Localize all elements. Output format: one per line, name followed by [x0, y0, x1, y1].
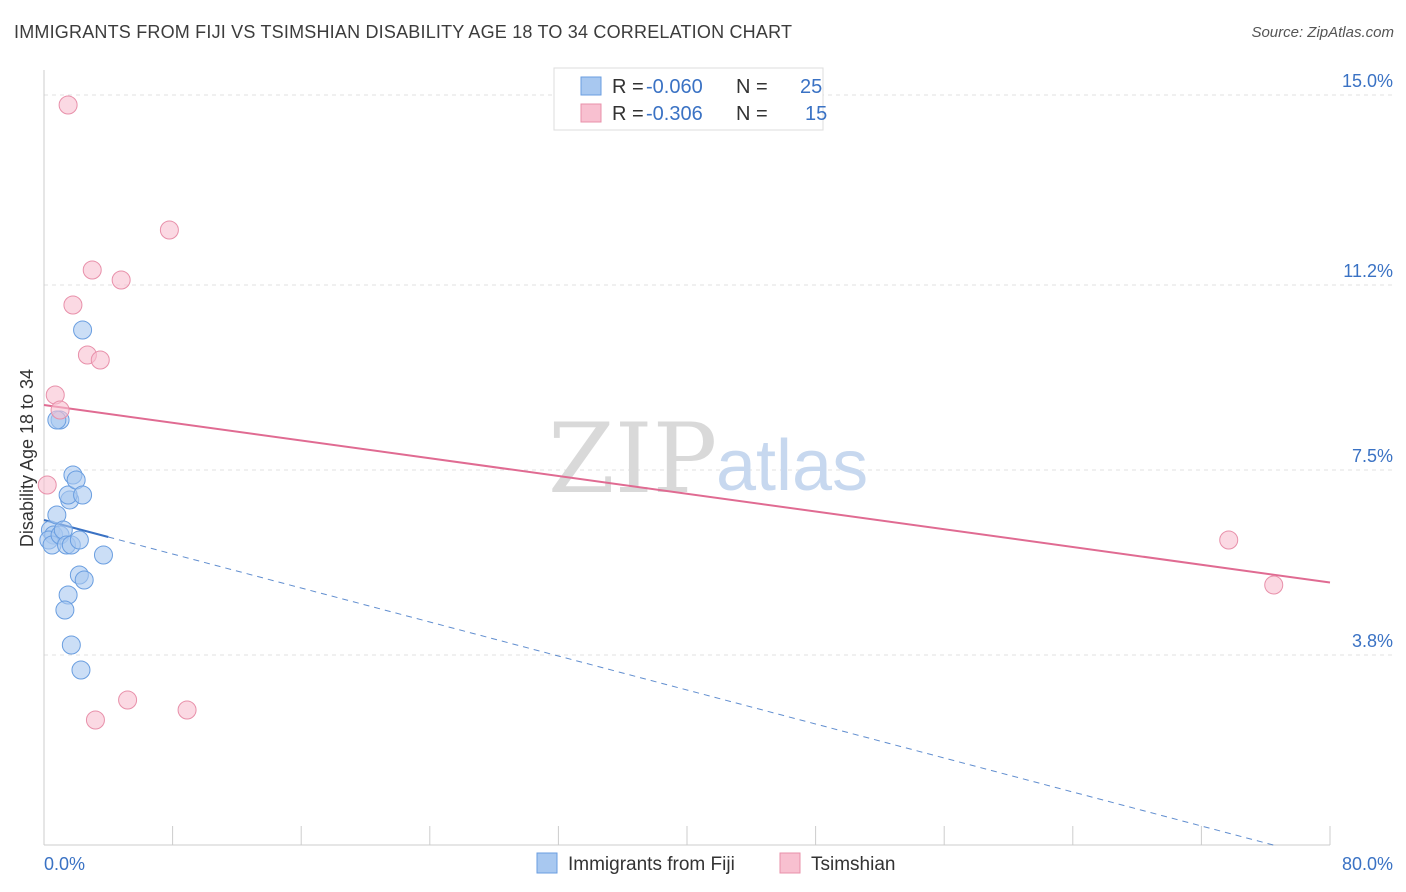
data-point-tsimshian [85, 710, 105, 730]
legend-n-value-fiji: 25 [800, 76, 822, 98]
legend-swatch-tsimshian [580, 103, 602, 123]
x-tick-labels: 0.0% 80.0% [44, 854, 1393, 874]
data-point-fiji [61, 635, 81, 655]
trend-line-tsimshian [43, 404, 1331, 584]
bottom-legend-label-tsimshian: Tsimshian [811, 854, 895, 875]
legend-n-label-fiji: N = [736, 76, 768, 98]
points-layer [37, 95, 1284, 730]
data-point-tsimshian [118, 690, 138, 710]
top-legend: R = -0.060 N = 25 R = -0.306 N = 15 [553, 67, 827, 131]
chart-source: Source: ZipAtlas.com [1251, 24, 1394, 41]
data-point-tsimshian [159, 220, 179, 240]
y-tick-label: 15.0% [1342, 71, 1393, 91]
watermark: ZIP atlas [548, 403, 868, 515]
legend-r-label-tsimshian: R = [612, 103, 644, 125]
data-point-fiji [93, 545, 113, 565]
legend-r-label-fiji: R = [612, 76, 644, 98]
legend-r-value-tsimshian: -0.306 [646, 103, 703, 125]
data-point-tsimshian [50, 400, 70, 420]
x-tick-label: 0.0% [44, 854, 85, 874]
y-tick-label: 3.8% [1352, 631, 1393, 651]
data-point-tsimshian [37, 475, 57, 495]
chart-title: IMMIGRANTS FROM FIJI VS TSIMSHIAN DISABI… [14, 22, 793, 42]
data-point-fiji [55, 600, 75, 620]
bottom-legend: Immigrants from Fiji Tsimshian [536, 852, 895, 875]
bottom-legend-label-fiji: Immigrants from Fiji [568, 854, 735, 875]
legend-n-value-tsimshian: 15 [805, 103, 827, 125]
y-tick-label: 7.5% [1352, 446, 1393, 466]
watermark-zip: ZIP [548, 403, 717, 515]
data-point-tsimshian [177, 700, 197, 720]
data-point-tsimshian [90, 350, 110, 370]
legend-n-label-tsimshian: N = [736, 103, 768, 125]
data-point-fiji [73, 485, 93, 505]
legend-swatch-fiji [580, 76, 602, 96]
trend-line-fiji-dashed [108, 536, 1274, 846]
y-axis-label: Disability Age 18 to 34 [17, 369, 37, 547]
data-point-tsimshian [63, 295, 83, 315]
data-point-tsimshian [1219, 530, 1239, 550]
data-point-fiji [73, 320, 93, 340]
data-point-tsimshian [111, 270, 131, 290]
y-tick-label: 11.2% [1343, 261, 1393, 281]
watermark-atlas: atlas [716, 426, 868, 506]
data-point-fiji [71, 660, 91, 680]
data-point-tsimshian [82, 260, 102, 280]
data-point-tsimshian [58, 95, 78, 115]
legend-r-value-fiji: -0.060 [646, 76, 703, 98]
data-point-fiji [69, 530, 89, 550]
x-tick-label: 80.0% [1342, 854, 1393, 874]
bottom-legend-swatch-fiji [536, 852, 558, 874]
y-tick-labels: 3.8% 7.5% 11.2% 15.0% [1342, 71, 1393, 651]
axes-layer [43, 70, 1331, 846]
data-point-tsimshian [1264, 575, 1284, 595]
data-point-fiji [74, 570, 94, 590]
grid-layer [44, 94, 1392, 656]
bottom-legend-swatch-tsimshian [779, 852, 801, 874]
